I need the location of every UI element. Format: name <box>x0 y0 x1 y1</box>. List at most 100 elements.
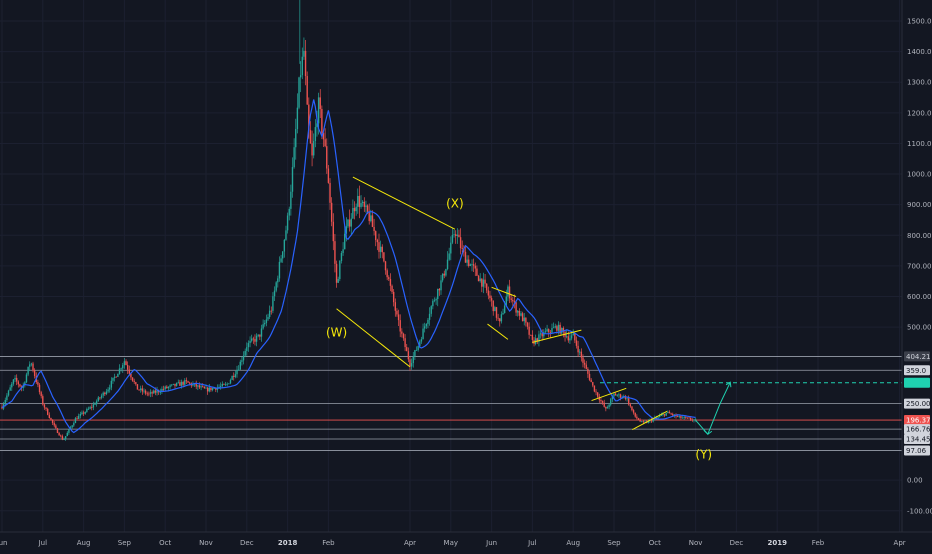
candle-body[interactable] <box>608 404 610 408</box>
candle-body[interactable] <box>221 384 224 387</box>
candle-body[interactable] <box>223 384 225 385</box>
candle-body[interactable] <box>301 56 303 76</box>
candle-body[interactable] <box>384 261 387 271</box>
candle-body[interactable] <box>84 411 86 414</box>
candle-body[interactable] <box>658 415 661 418</box>
candle-body[interactable] <box>311 143 313 156</box>
candle-body[interactable] <box>497 317 499 319</box>
candle-body[interactable] <box>33 370 36 376</box>
candle-body[interactable] <box>370 215 372 222</box>
candle-body[interactable] <box>445 269 447 276</box>
candle-body[interactable] <box>296 107 299 130</box>
candle-body[interactable] <box>229 379 232 384</box>
candle-body[interactable] <box>373 226 375 232</box>
candle-body[interactable] <box>583 362 586 365</box>
candle-body[interactable] <box>53 422 55 426</box>
candle-body[interactable] <box>151 392 153 394</box>
candle-body[interactable] <box>637 418 640 421</box>
candle-body[interactable] <box>371 215 374 227</box>
candle-body[interactable] <box>499 318 501 322</box>
candle-body[interactable] <box>588 373 591 380</box>
candle-body[interactable] <box>278 261 281 279</box>
candle-body[interactable] <box>66 432 68 437</box>
candle-body[interactable] <box>161 388 163 392</box>
candle-body[interactable] <box>68 429 70 433</box>
candle-body[interactable] <box>379 246 382 252</box>
candle-body[interactable] <box>56 428 59 433</box>
candle-body[interactable] <box>64 436 67 440</box>
candle-body[interactable] <box>494 307 496 312</box>
candle-body[interactable] <box>303 50 305 57</box>
candle-body[interactable] <box>593 385 596 392</box>
candle-body[interactable] <box>306 76 308 105</box>
candle-body[interactable] <box>476 268 478 276</box>
candle-body[interactable] <box>246 347 248 351</box>
candle-body[interactable] <box>681 417 684 419</box>
candle-body[interactable] <box>632 410 635 413</box>
candle-body[interactable] <box>188 382 191 384</box>
candle-body[interactable] <box>662 414 664 416</box>
candle-body[interactable] <box>451 234 454 243</box>
candle-body[interactable] <box>337 279 339 283</box>
candle-body[interactable] <box>688 417 690 419</box>
candle-body[interactable] <box>141 388 144 392</box>
candle-body[interactable] <box>567 336 570 341</box>
candle-body[interactable] <box>213 388 215 389</box>
candle-body[interactable] <box>456 234 459 236</box>
candle-body[interactable] <box>153 390 155 394</box>
candle-body[interactable] <box>433 300 436 302</box>
trendline[interactable] <box>352 176 456 230</box>
candle-body[interactable] <box>149 392 152 394</box>
candle-body[interactable] <box>211 388 214 391</box>
candle-body[interactable] <box>601 401 604 403</box>
candle-body[interactable] <box>30 363 33 365</box>
candle-body[interactable] <box>479 278 481 282</box>
candle-body[interactable] <box>521 313 524 322</box>
candle-body[interactable] <box>513 301 516 303</box>
candle-body[interactable] <box>252 338 255 340</box>
candle-body[interactable] <box>378 242 380 252</box>
candle-body[interactable] <box>200 386 202 388</box>
candle-body[interactable] <box>123 361 126 366</box>
candle-body[interactable] <box>329 182 331 203</box>
candle-body[interactable] <box>177 382 179 384</box>
candle-body[interactable] <box>249 340 251 344</box>
candle-body[interactable] <box>136 384 139 390</box>
candle-body[interactable] <box>634 412 636 417</box>
time-axis-panel[interactable] <box>0 532 932 550</box>
candle-body[interactable] <box>484 279 486 284</box>
candle-body[interactable] <box>205 387 207 389</box>
candle-body[interactable] <box>219 386 222 387</box>
candle-body[interactable] <box>596 392 599 397</box>
candle-body[interactable] <box>344 233 346 250</box>
candle-body[interactable] <box>683 417 685 418</box>
candle-body[interactable] <box>184 380 186 385</box>
candle-body[interactable] <box>600 400 602 402</box>
candle-body[interactable] <box>208 387 210 392</box>
candle-body[interactable] <box>502 313 504 315</box>
candle-body[interactable] <box>162 388 165 390</box>
candle-body[interactable] <box>146 393 148 395</box>
candle-body[interactable] <box>691 419 694 421</box>
candle-body[interactable] <box>618 394 620 396</box>
candle-body[interactable] <box>265 319 268 323</box>
candle-body[interactable] <box>534 338 537 344</box>
candle-body[interactable] <box>469 264 472 266</box>
candle-body[interactable] <box>541 333 543 337</box>
candle-body[interactable] <box>606 407 609 409</box>
candle-body[interactable] <box>412 356 414 364</box>
trendline[interactable] <box>487 323 509 340</box>
candle-body[interactable] <box>55 425 57 429</box>
candle-body[interactable] <box>592 382 594 386</box>
candle-body[interactable] <box>530 334 532 336</box>
candle-body[interactable] <box>526 322 529 327</box>
candle-body[interactable] <box>492 300 494 312</box>
candle-body[interactable] <box>388 277 390 280</box>
candle-body[interactable] <box>95 401 98 405</box>
candle-body[interactable] <box>308 104 310 131</box>
candle-body[interactable] <box>324 139 326 147</box>
candle-body[interactable] <box>577 345 579 353</box>
candle-body[interactable] <box>404 338 406 348</box>
candle-body[interactable] <box>326 146 328 169</box>
candle-body[interactable] <box>690 417 692 420</box>
